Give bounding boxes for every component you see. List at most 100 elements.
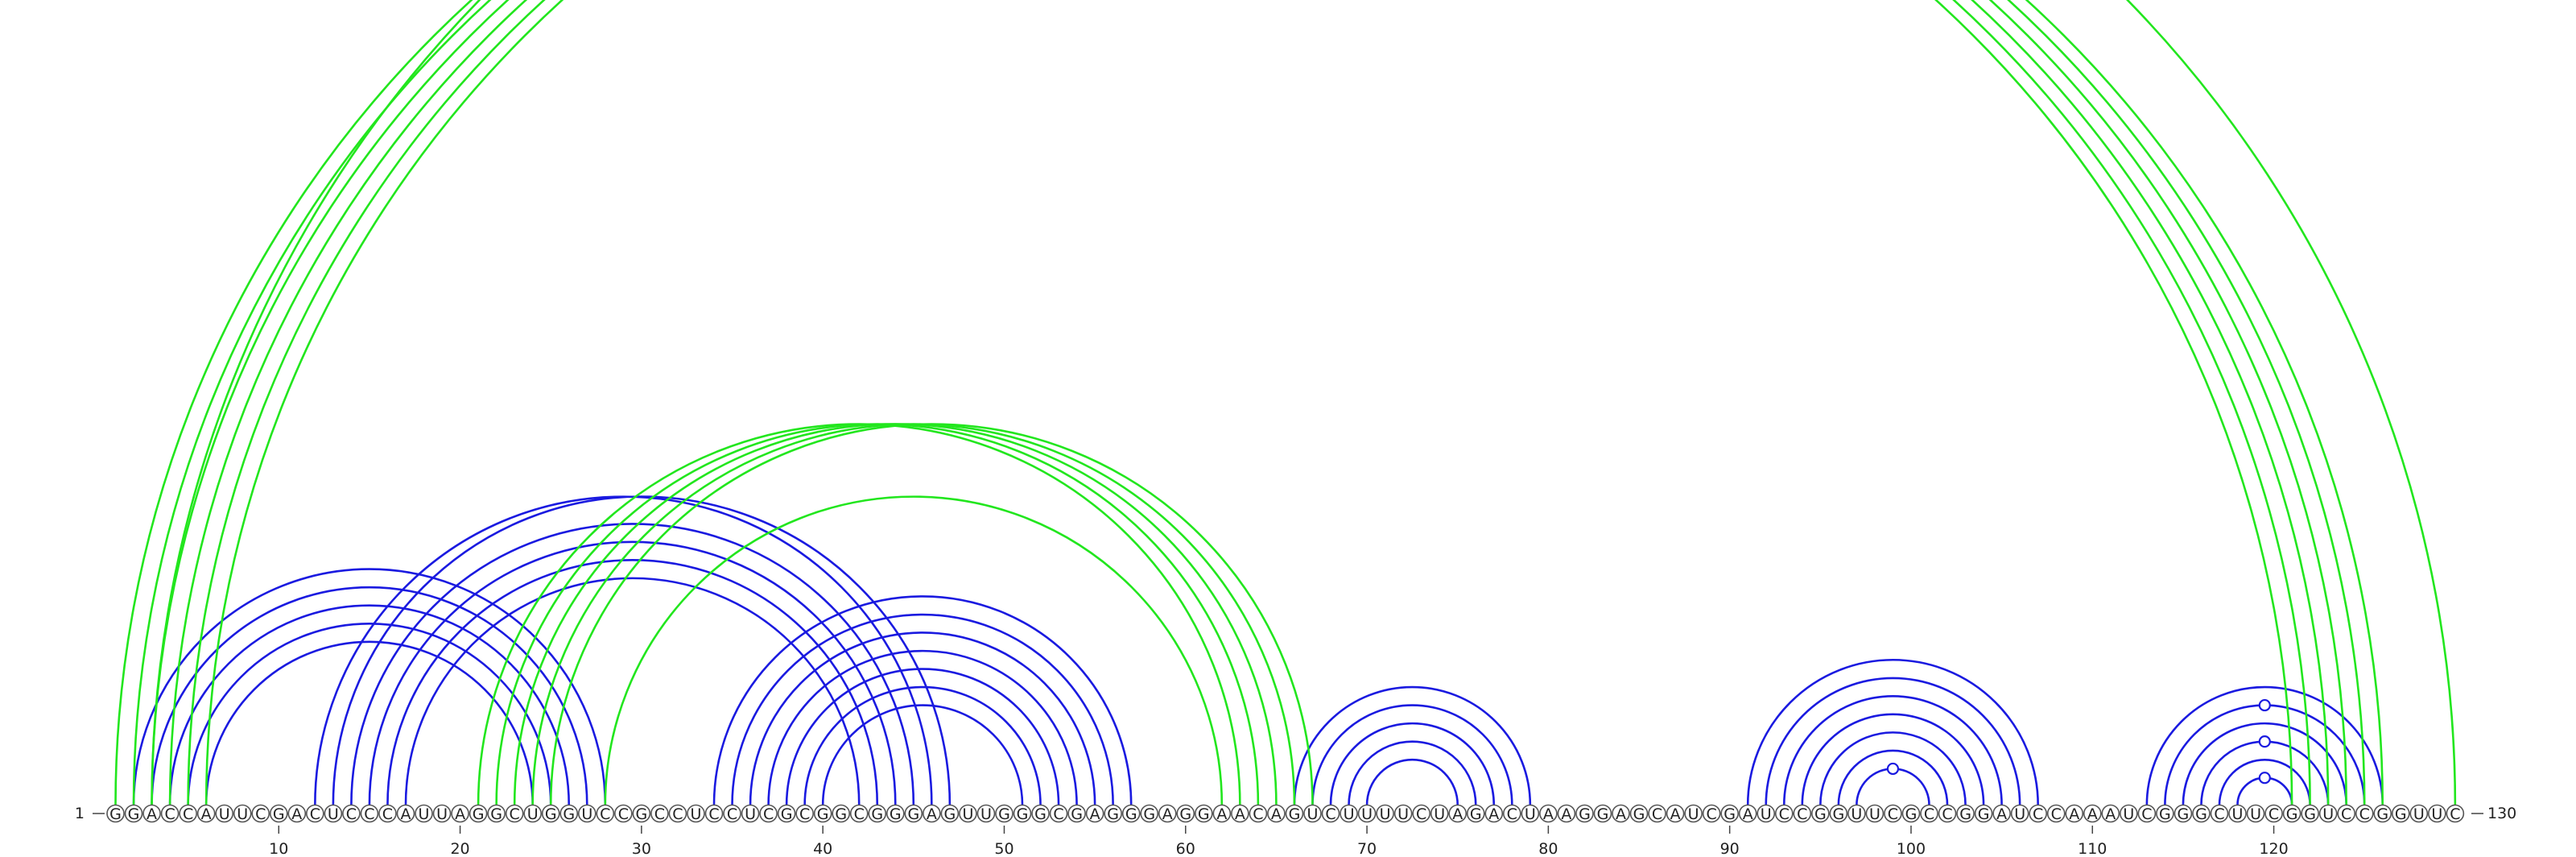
nucleotide-94: C	[1794, 805, 1810, 824]
nucleotide-letter: G	[1125, 805, 1137, 823]
tick-label-20: 20	[450, 840, 469, 857]
nucleotide-106: U	[2012, 805, 2029, 824]
nucleotide-letter: C	[1797, 805, 1807, 823]
nucleotide-letter: A	[147, 805, 157, 823]
tick-label-40: 40	[813, 840, 832, 857]
nucleotide-letter: A	[1090, 805, 1100, 823]
nucleotide-12: C	[307, 805, 324, 824]
nucleotide-36: U	[742, 805, 759, 824]
nucleotide-letter: A	[1561, 805, 1571, 823]
nucleotide-letter: U	[1688, 805, 1699, 823]
nucleotide-letter: U	[581, 805, 592, 823]
blue-arc-70-75	[1367, 760, 1458, 805]
nucleotide-17: A	[397, 805, 414, 824]
nucleotide-64: C	[1249, 805, 1266, 824]
nucleotide-letter: G	[1814, 805, 1827, 823]
nucleotide-81: A	[1558, 805, 1575, 824]
nucleotide-109: A	[2066, 805, 2083, 824]
nucleotide-92: U	[1757, 805, 1774, 824]
nucleotide-107: C	[2029, 805, 2046, 824]
nucleotide-letter: C	[364, 805, 374, 823]
nucleotide-100: G	[1902, 805, 1919, 824]
nucleotide-72: U	[1395, 805, 1412, 824]
nucleotide-43: G	[869, 805, 886, 824]
nucleotide-86: C	[1649, 805, 1666, 824]
nucleotide-letter: G	[563, 805, 575, 823]
nucleotide-letter: U	[328, 805, 339, 823]
nucleotide-3: A	[143, 805, 160, 824]
nucleotide-letter: A	[1271, 805, 1282, 823]
nucleotide-letter: A	[201, 805, 212, 823]
nucleotide-letter: C	[1706, 805, 1716, 823]
blue-arc-marker	[2260, 736, 2270, 747]
nucleotide-129: U	[2429, 805, 2446, 824]
nucleotide-letter: A	[1543, 805, 1554, 823]
blue-arc-marker	[2260, 700, 2270, 710]
nucleotide-letter: C	[600, 805, 610, 823]
nucleotide-90: G	[1721, 805, 1738, 824]
nucleotide-14: C	[343, 805, 360, 824]
nucleotide-83: G	[1594, 805, 1611, 824]
nucleotide-42: C	[851, 805, 868, 824]
nucleotide-letter: G	[907, 805, 919, 823]
nucleotide-79: U	[1521, 805, 1538, 824]
nucleotide-letter: U	[1361, 805, 1373, 823]
nucleotide-114: G	[2157, 805, 2174, 824]
nucleotide-33: U	[687, 805, 704, 824]
nucleotide-44: G	[887, 805, 904, 824]
nucleotide-25: G	[543, 805, 559, 824]
nucleotide-letter: C	[854, 805, 865, 823]
nucleotide-1: G	[107, 805, 124, 824]
nucleotide-letter: G	[2376, 805, 2388, 823]
nucleotide-letter: G	[273, 805, 285, 823]
nucleotide-45: G	[905, 805, 922, 824]
nucleotide-35: C	[724, 805, 741, 824]
nucleotide-letter: G	[1143, 805, 1155, 823]
nucleotide-46: A	[923, 805, 940, 824]
nucleotide-120: C	[2265, 805, 2282, 824]
nucleotide-55: A	[1087, 805, 1104, 824]
nucleotide-38: G	[778, 805, 795, 824]
nucleotide-59: A	[1159, 805, 1176, 824]
nucleotide-47: G	[941, 805, 958, 824]
nucleotide-letter: C	[763, 805, 774, 823]
nucleotide-112: U	[2120, 805, 2137, 824]
nucleotide-letter: C	[2033, 805, 2043, 823]
nucleotide-letter: A	[1488, 805, 1499, 823]
nucleotide-7: U	[216, 805, 233, 824]
nucleotide-letter: C	[346, 805, 357, 823]
nucleotide-82: G	[1576, 805, 1593, 824]
nucleotide-letter: G	[545, 805, 557, 823]
nucleotide-letter: G	[1470, 805, 1482, 823]
nucleotide-117: C	[2211, 805, 2227, 824]
nucleotide-letter: C	[1053, 805, 1063, 823]
nucleotide-letter: A	[927, 805, 937, 823]
green-arc-2-122	[134, 0, 2310, 805]
nucleotide-122: G	[2301, 805, 2318, 824]
nucleotide-20: A	[452, 805, 469, 824]
tick-label-100: 100	[1897, 840, 1926, 857]
nucleotide-letter: G	[2395, 805, 2407, 823]
nucleotide-letter: G	[1633, 805, 1645, 823]
nucleotide-97: U	[1848, 805, 1865, 824]
nucleotide-letter: U	[1525, 805, 1536, 823]
nucleotide-letter: G	[1034, 805, 1046, 823]
nucleotide-84: A	[1612, 805, 1629, 824]
nucleotide-8: U	[234, 805, 251, 824]
nucleotide-119: U	[2248, 805, 2264, 824]
nucleotide-63: A	[1232, 805, 1249, 824]
blue-arc-marker	[2260, 772, 2270, 783]
nucleotide-letter: U	[962, 805, 973, 823]
nucleotide-96: G	[1830, 805, 1847, 824]
nucleotide-letter: U	[1761, 805, 1772, 823]
nucleotide-21: G	[470, 805, 487, 824]
nucleotide-121: G	[2284, 805, 2301, 824]
nucleotide-104: G	[1975, 805, 1992, 824]
nucleotide-letter: U	[2123, 805, 2134, 823]
nucleotide-letter: A	[1743, 805, 1753, 823]
arcs-group	[116, 0, 2455, 805]
nucleotide-letter: G	[871, 805, 883, 823]
nucleotide-31: C	[651, 805, 668, 824]
nucleotide-letter: U	[1344, 805, 1355, 823]
